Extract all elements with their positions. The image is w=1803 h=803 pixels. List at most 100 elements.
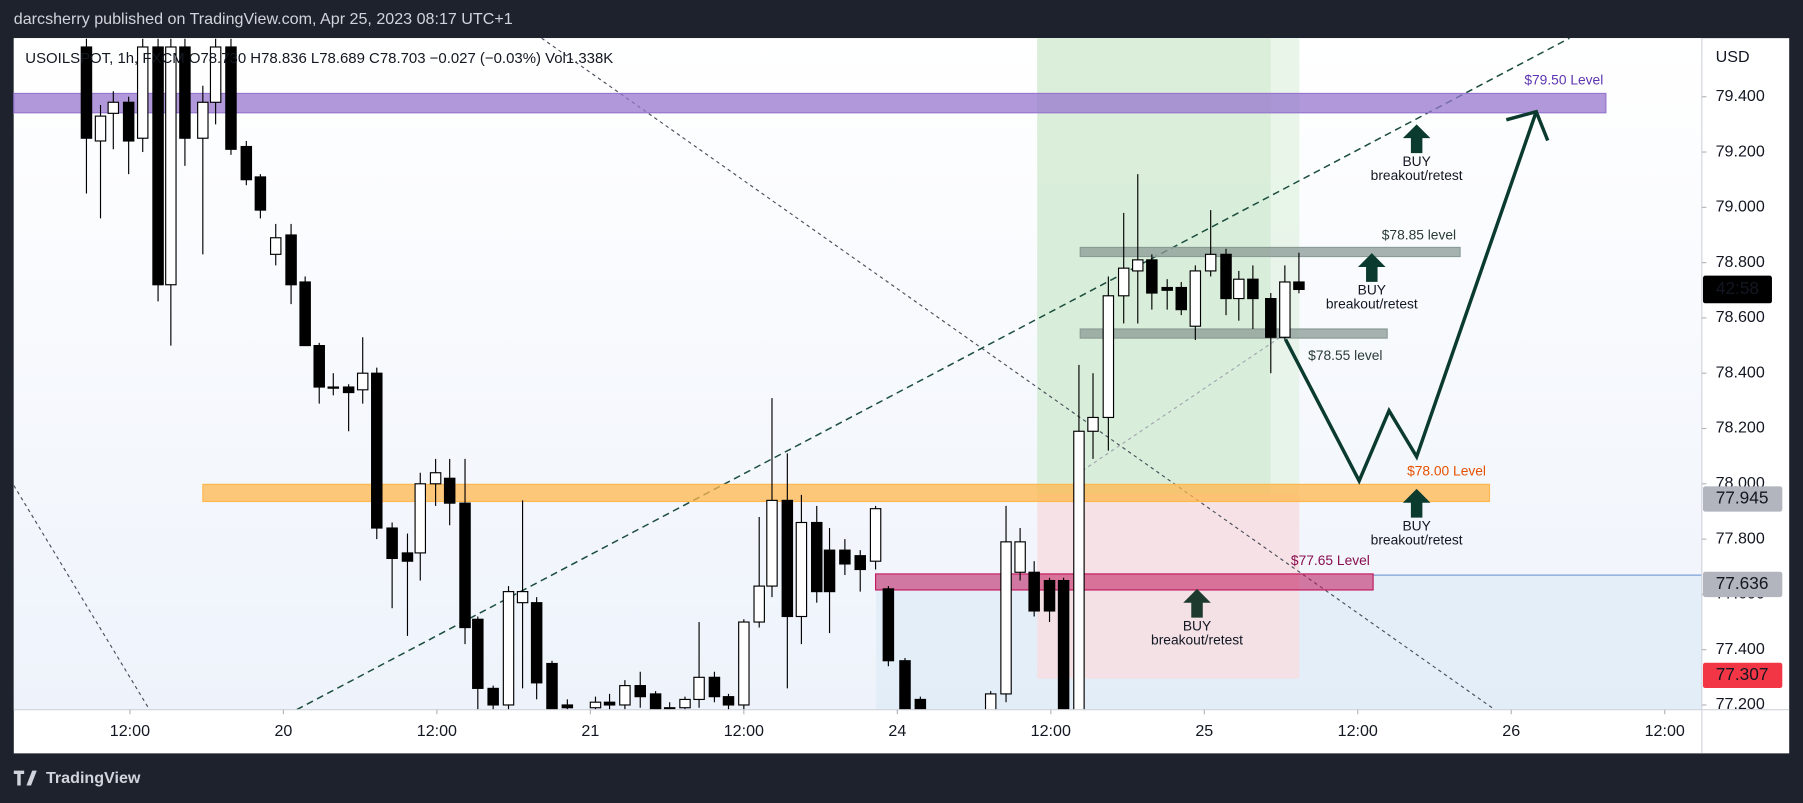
- x-tick-label: 24: [888, 722, 906, 740]
- candle-body: [269, 237, 282, 255]
- candle-body: [342, 386, 355, 394]
- candle-body: [1132, 259, 1144, 272]
- candle-body: [634, 685, 646, 698]
- candle-body: [80, 46, 93, 139]
- candle-body: [502, 591, 515, 706]
- buy-label: BUY: [1402, 518, 1430, 533]
- candle-body: [197, 101, 209, 139]
- candle-body: [516, 591, 529, 604]
- x-tick-label: 12:00: [110, 722, 150, 740]
- annotations: BUYbreakout/retestBUYbreakout/retestBUYb…: [1151, 124, 1463, 647]
- brand-logo: [13, 770, 37, 786]
- brand-name: TradingView: [46, 769, 141, 787]
- candle-body: [165, 46, 177, 286]
- price-tag: [1702, 571, 1783, 598]
- price-tag-label: 77.945: [1716, 488, 1769, 508]
- level-label: $78.55 level: [1308, 348, 1382, 363]
- axes: 77.20077.40077.60077.80078.00078.20078.4…: [110, 87, 1783, 740]
- brand: TradingView: [13, 769, 141, 787]
- candle-body: [429, 472, 442, 485]
- candle-body: [254, 176, 267, 211]
- candle-body: [882, 588, 895, 662]
- price-tag-label: 77.307: [1716, 664, 1769, 684]
- y-tick-label: 79.000: [1716, 198, 1765, 216]
- candle-body: [487, 687, 499, 706]
- price-tag: [1702, 486, 1783, 512]
- buy-sublabel: breakout/retest: [1371, 168, 1463, 183]
- candle-body: [1000, 541, 1012, 695]
- candle-body: [401, 552, 414, 562]
- buy-sublabel: breakout/retest: [1326, 297, 1418, 312]
- candle-body: [561, 704, 574, 709]
- y-tick-label: 77.800: [1716, 529, 1765, 547]
- candle-body: [1146, 259, 1158, 294]
- candle-body: [823, 549, 836, 593]
- level-zone: [202, 483, 1491, 503]
- level-zone: [13, 92, 1607, 114]
- candle-body: [1073, 430, 1085, 710]
- candle-body: [649, 693, 662, 710]
- candle-body: [122, 101, 135, 142]
- candle-body: [854, 555, 866, 571]
- x-tick-label: 12:00: [1031, 722, 1071, 740]
- price-tag: [1702, 662, 1783, 689]
- candle-body: [619, 685, 631, 706]
- candle-body: [1028, 571, 1040, 612]
- x-tick-label: 12:00: [417, 722, 457, 740]
- candle-body: [1204, 253, 1217, 272]
- level-zone: [875, 573, 1374, 591]
- candle-body: [722, 696, 735, 706]
- candle-body: [795, 521, 808, 618]
- candle-body: [679, 698, 691, 709]
- candle-body: [530, 602, 543, 684]
- candle-body: [1057, 579, 1070, 710]
- y-tick-label: 78.400: [1716, 363, 1765, 381]
- candle-body: [693, 676, 705, 701]
- candle-body: [179, 46, 191, 139]
- y-tick-label: 77.400: [1716, 640, 1765, 658]
- level-zone: [1079, 246, 1461, 258]
- candle-body: [299, 281, 311, 347]
- y-tick-label: 78.800: [1716, 253, 1765, 271]
- buy-label: BUY: [1402, 154, 1430, 169]
- x-tick-label: 26: [1502, 722, 1520, 740]
- candle-body: [1175, 286, 1188, 311]
- candle-body: [839, 549, 851, 565]
- candle-body: [1220, 253, 1232, 300]
- candle-body: [371, 372, 383, 529]
- buy-arrow: [1402, 124, 1431, 154]
- candle-body: [1189, 270, 1202, 327]
- candles: [80, 38, 1305, 710]
- y-tick-label: 79.200: [1716, 142, 1765, 160]
- level-zone: [1079, 328, 1388, 339]
- x-tick-label: 25: [1195, 722, 1213, 740]
- candle-body: [386, 527, 398, 560]
- candle-body: [327, 386, 340, 389]
- level-label: $79.50 Level: [1524, 72, 1603, 87]
- buy-arrow: [1402, 488, 1431, 518]
- candle-body: [107, 101, 120, 114]
- candle-body: [285, 234, 297, 286]
- trend-line: [541, 38, 1496, 710]
- y-tick-label: 77.200: [1716, 695, 1765, 713]
- x-tick-label: 20: [274, 722, 292, 740]
- price-tag-label: 77.636: [1716, 573, 1769, 593]
- buy-arrow: [1357, 253, 1386, 282]
- candle-body: [225, 46, 237, 150]
- zones: $79.50 Level $78.00 Level $77.65 Level $78.…: [13, 72, 1607, 591]
- projection: [1284, 109, 1550, 485]
- candle-body: [984, 693, 997, 710]
- candle-body: [1279, 281, 1291, 338]
- candle-body: [1161, 286, 1173, 291]
- candle-body: [899, 660, 911, 710]
- projection-arrowhead: [1505, 109, 1550, 142]
- candle-body: [1233, 278, 1245, 300]
- countdown-tag: [1702, 275, 1772, 304]
- candle-body: [152, 46, 164, 286]
- candle-body: [914, 698, 927, 710]
- trend-line: [296, 38, 1570, 710]
- level-label: $77.65 Level: [1291, 553, 1370, 568]
- candle-body: [663, 707, 676, 710]
